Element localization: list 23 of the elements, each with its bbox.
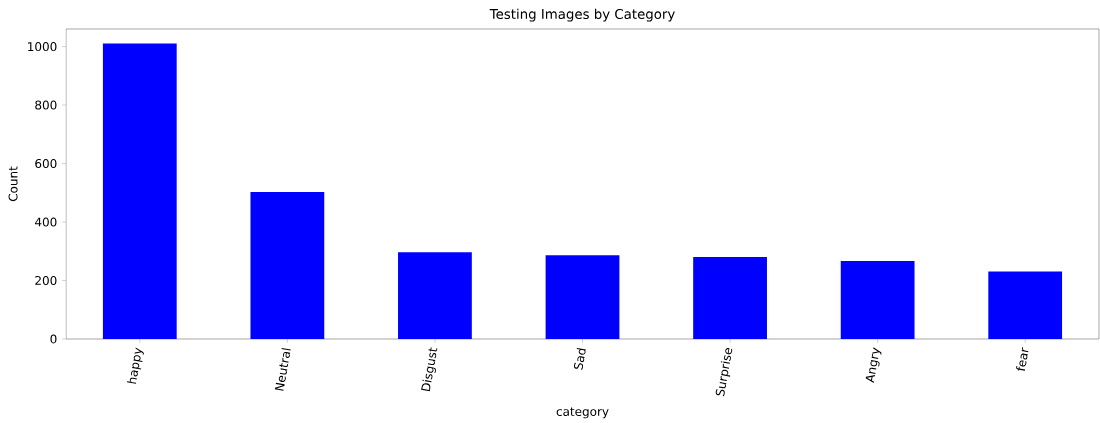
x-axis-title: category xyxy=(556,407,609,419)
bar xyxy=(398,252,472,339)
x-tick-label: Neutral xyxy=(274,347,291,391)
y-tick-label: 1000 xyxy=(28,42,57,52)
bar xyxy=(102,43,177,339)
x-tick-label: Disgust xyxy=(421,347,438,392)
bar xyxy=(840,260,915,339)
y-axis-title: Count xyxy=(8,166,18,202)
y-tick-label: 200 xyxy=(35,275,57,286)
bar xyxy=(693,257,767,339)
y-tick-label: 0 xyxy=(50,334,57,344)
x-tick-label: Surprise xyxy=(715,348,733,397)
chart-title: Testing Images by Category xyxy=(489,8,675,22)
bar xyxy=(988,271,1063,339)
x-tick-label: Angry xyxy=(865,347,882,384)
bar xyxy=(545,255,620,339)
x-tick-label: fear xyxy=(1016,347,1029,371)
x-tick-label: happy xyxy=(126,347,144,384)
y-tick-label: 600 xyxy=(35,158,57,169)
bar xyxy=(250,191,325,339)
y-tick-label: 400 xyxy=(34,217,57,227)
y-tick-label: 800 xyxy=(35,100,57,110)
x-tick-label: Sad xyxy=(573,347,586,370)
